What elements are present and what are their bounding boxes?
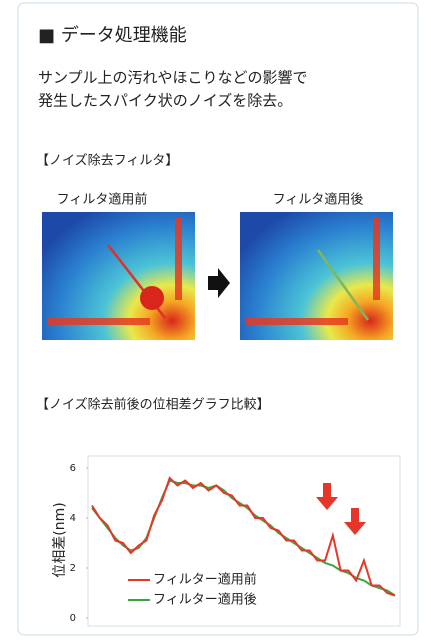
section-heading: 【ノイズ除去フィルタ】 xyxy=(36,153,178,169)
heatmap-after xyxy=(240,212,393,340)
y-axis-label: 位相差(nm) xyxy=(52,502,68,577)
y-tick-label: 0 xyxy=(70,613,76,624)
chart-title: 【ノイズ除去前後の位相差グラフ比較】 xyxy=(36,397,270,413)
image-label: フィルタ適用前 xyxy=(57,192,148,208)
legend-label: フィルター適用前 xyxy=(153,572,257,588)
card: ■ データ処理機能 サンプル上の汚れやほこりなどの影響で 発生したスパイク状のノ… xyxy=(0,0,431,639)
y-tick-label: 2 xyxy=(70,563,76,574)
image-label: フィルタ適用後 xyxy=(273,192,364,208)
title: ■ データ処理機能 xyxy=(38,25,187,46)
description-line: サンプル上の汚れやほこりなどの影響で xyxy=(38,69,308,87)
y-tick-label: 4 xyxy=(70,513,76,524)
legend-label: フィルター適用後 xyxy=(153,592,257,608)
y-tick-label: 6 xyxy=(70,463,76,474)
heatmap-before xyxy=(42,212,195,340)
page: ■ データ処理機能 サンプル上の汚れやほこりなどの影響で 発生したスパイク状のノ… xyxy=(0,0,431,639)
description-line: 発生したスパイク状のノイズを除去。 xyxy=(38,92,292,110)
